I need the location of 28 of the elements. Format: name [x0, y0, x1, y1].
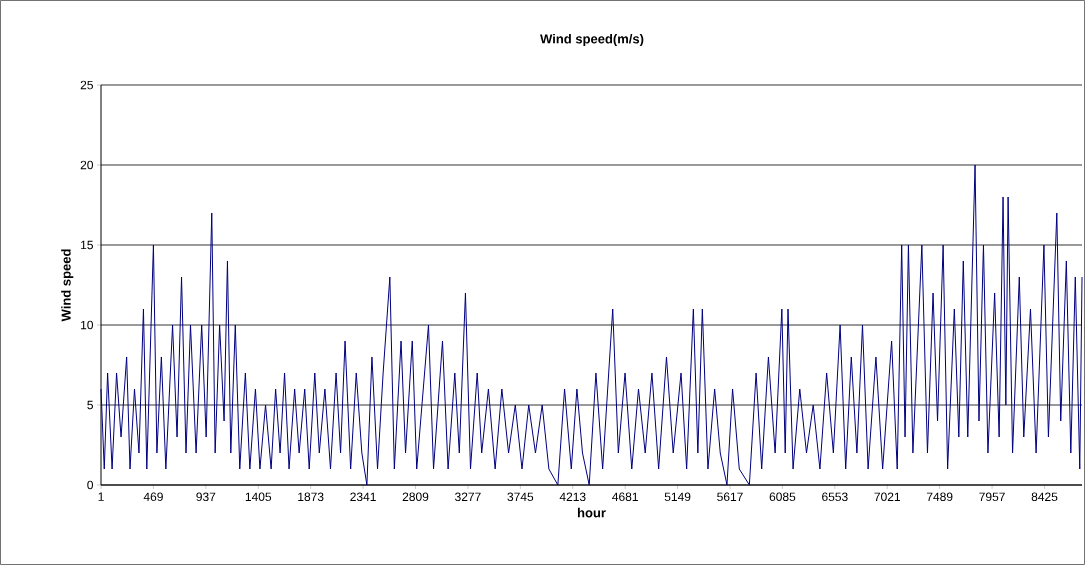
y-tick-label: 25: [80, 80, 93, 90]
y-tick-label: 20: [80, 160, 94, 170]
x-tick-label: 3745: [507, 492, 534, 502]
x-tick-label: 1: [98, 492, 104, 501]
x-tick-label: 6085: [769, 492, 796, 502]
y-axis-title: Wind speed: [61, 249, 74, 322]
x-tick-label: 4681: [612, 492, 638, 502]
x-tick-label: 7021: [874, 492, 901, 502]
x-tick-label: 937: [196, 492, 216, 502]
x-axis-title: hour: [577, 507, 606, 518]
x-tick-label: 469: [143, 492, 163, 502]
y-tick-label: 15: [81, 240, 93, 250]
x-tick-label: 2809: [402, 492, 429, 502]
x-tick-label: 7957: [979, 492, 1005, 502]
chart-title: Wind speed(m/s): [540, 33, 644, 47]
x-tick-label: 8425: [1031, 492, 1058, 502]
y-tick-label: 5: [87, 400, 93, 410]
x-tick-label: 2341: [350, 492, 376, 502]
y-tick-label: 0: [87, 480, 94, 490]
x-tick-label: 3277: [455, 492, 481, 502]
x-tick-label: 1405: [245, 492, 272, 502]
x-tick-label: 5149: [664, 492, 691, 502]
x-tick-label: 4213: [559, 492, 586, 502]
x-tick-label: 5617: [717, 492, 743, 502]
y-tick-label: 10: [81, 320, 94, 330]
x-tick-label: 1873: [298, 492, 324, 502]
x-tick-label: 7489: [926, 492, 953, 502]
x-tick-label: 6553: [822, 492, 848, 502]
